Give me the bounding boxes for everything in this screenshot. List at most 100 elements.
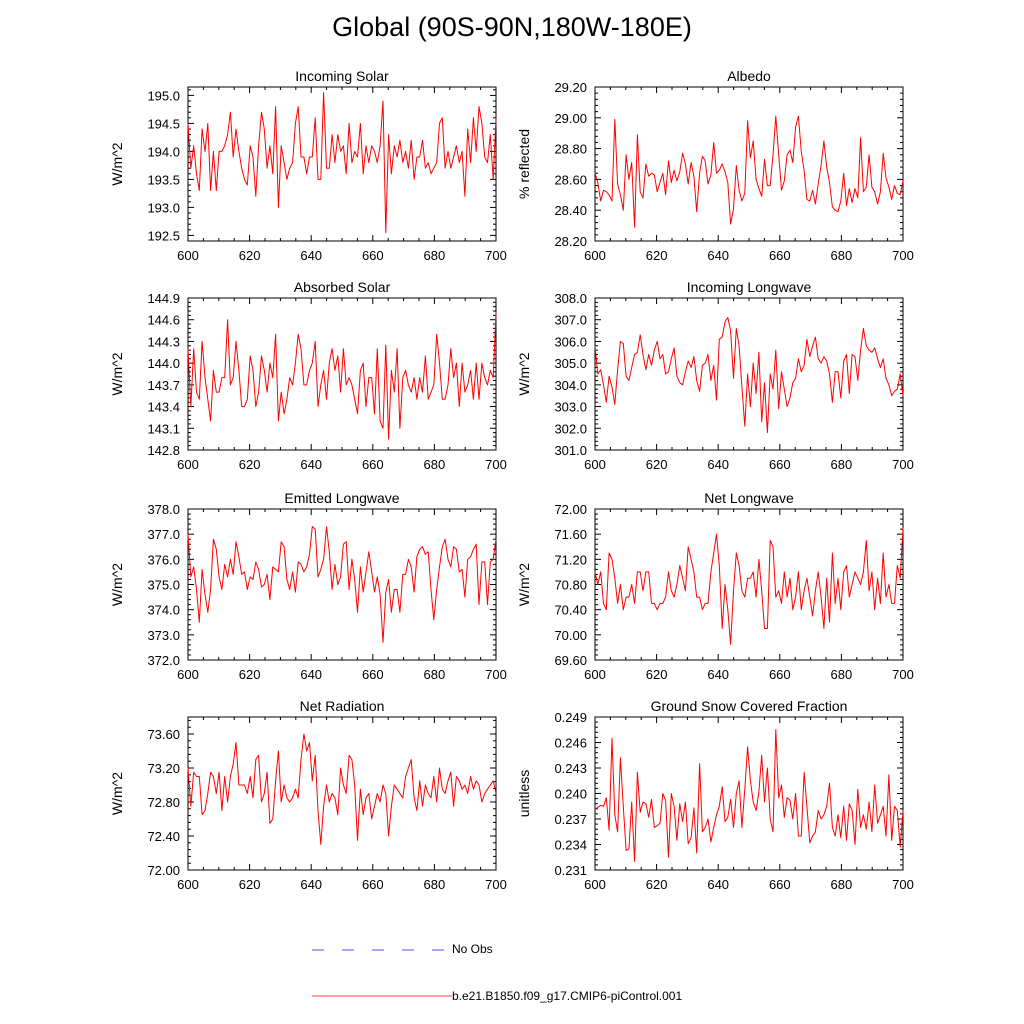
- y-axis-label: W/m^2: [109, 352, 125, 395]
- series-line: [594, 527, 904, 645]
- y-tick-label: 0.240: [554, 787, 587, 802]
- y-tick-label: 69.60: [554, 653, 587, 668]
- y-tick-label: 302.0: [554, 421, 587, 436]
- page-title: Global (90S-90N,180W-180E): [332, 12, 692, 42]
- x-tick-label: 660: [769, 667, 791, 682]
- y-axis-label: W/m^2: [109, 563, 125, 606]
- x-tick-label: 660: [769, 877, 791, 892]
- x-tick-label: 600: [177, 248, 199, 263]
- y-tick-label: 0.237: [554, 812, 587, 827]
- series-line: [594, 115, 904, 228]
- x-tick-label: 680: [424, 667, 446, 682]
- y-tick-label: 70.00: [554, 628, 587, 643]
- y-tick-label: 144.3: [147, 334, 180, 349]
- x-tick-label: 660: [362, 877, 384, 892]
- x-tick-label: 660: [362, 457, 384, 472]
- chart-panel-7: Ground Snow Covered Fraction unitless 600 6…: [516, 698, 914, 892]
- y-tick-label: 28.60: [554, 172, 587, 187]
- legend-obs-label: No Obs: [452, 942, 493, 956]
- series-line: [187, 526, 497, 643]
- y-tick-label: 72.80: [147, 795, 180, 810]
- y-tick-label: 372.0: [147, 653, 180, 668]
- x-tick-label: 620: [239, 667, 261, 682]
- series-line: [187, 92, 497, 234]
- y-tick-label: 378.0: [147, 502, 180, 517]
- y-tick-label: 70.80: [554, 578, 587, 593]
- y-tick-label: 373.0: [147, 628, 180, 643]
- y-tick-label: 71.60: [554, 527, 587, 542]
- x-tick-label: 640: [707, 877, 729, 892]
- y-tick-label: 144.6: [147, 313, 180, 328]
- y-tick-label: 0.246: [554, 736, 587, 751]
- y-tick-label: 0.249: [554, 710, 587, 725]
- x-tick-label: 700: [892, 877, 914, 892]
- y-tick-label: 375.0: [147, 578, 180, 593]
- x-tick-label: 700: [485, 877, 507, 892]
- x-tick-label: 620: [646, 248, 668, 263]
- chart-title: Net Radiation: [300, 698, 385, 714]
- x-tick-label: 660: [769, 248, 791, 263]
- y-tick-label: 192.5: [147, 228, 180, 243]
- plot-frame: [187, 508, 497, 661]
- y-tick-label: 376.0: [147, 552, 180, 567]
- y-tick-label: 143.7: [147, 378, 180, 393]
- chart-panel-3: Incoming Longwave W/m^2 600 620 640 660 680 700…: [516, 279, 914, 472]
- plot-frame: [594, 508, 904, 661]
- chart-panel-2: Absorbed Solar W/m^2 600 620 640 660 680 700 144…: [109, 279, 507, 472]
- chart-panel-5: Net Longwave W/m^2 600 620 640 660 680 700 72.00…: [516, 490, 914, 682]
- y-tick-label: 195.0: [147, 88, 180, 103]
- y-tick-label: 303.0: [554, 400, 587, 415]
- y-tick-label: 29.00: [554, 111, 587, 126]
- x-tick-label: 600: [584, 248, 606, 263]
- y-tick-label: 374.0: [147, 603, 180, 618]
- x-tick-label: 700: [892, 457, 914, 472]
- chart-title: Ground Snow Covered Fraction: [651, 698, 848, 714]
- y-tick-label: 28.40: [554, 203, 587, 218]
- series-line: [187, 733, 497, 845]
- y-tick-label: 193.5: [147, 172, 180, 187]
- chart-title: Net Longwave: [704, 490, 794, 506]
- x-tick-label: 640: [707, 457, 729, 472]
- chart-title: Emitted Longwave: [284, 490, 399, 506]
- x-tick-label: 600: [584, 457, 606, 472]
- x-tick-label: 600: [177, 667, 199, 682]
- x-tick-label: 680: [424, 457, 446, 472]
- y-tick-label: 29.20: [554, 80, 587, 95]
- x-tick-label: 620: [646, 457, 668, 472]
- x-tick-label: 700: [485, 457, 507, 472]
- y-tick-label: 0.231: [554, 863, 587, 878]
- x-tick-label: 620: [239, 457, 261, 472]
- x-tick-label: 620: [239, 877, 261, 892]
- y-tick-label: 70.40: [554, 603, 587, 618]
- chart-panel-6: Net Radiation W/m^2 600 620 640 660 680 700 73.6…: [109, 698, 507, 892]
- x-tick-label: 640: [300, 248, 322, 263]
- chart-title: Absorbed Solar: [294, 279, 391, 295]
- y-tick-label: 144.9: [147, 291, 180, 306]
- y-tick-label: 142.8: [147, 443, 180, 458]
- x-tick-label: 700: [485, 248, 507, 263]
- x-tick-label: 600: [177, 877, 199, 892]
- x-tick-label: 680: [831, 667, 853, 682]
- y-tick-label: 193.0: [147, 200, 180, 215]
- x-tick-label: 600: [177, 457, 199, 472]
- y-tick-label: 304.0: [554, 378, 587, 393]
- y-tick-label: 305.0: [554, 356, 587, 371]
- y-axis-label: W/m^2: [516, 563, 532, 606]
- y-tick-label: 73.60: [147, 727, 180, 742]
- x-tick-label: 620: [646, 877, 668, 892]
- y-tick-label: 72.00: [147, 863, 180, 878]
- x-tick-label: 640: [300, 667, 322, 682]
- y-tick-label: 143.1: [147, 421, 180, 436]
- x-tick-label: 620: [646, 667, 668, 682]
- y-axis-label: % reflected: [516, 129, 532, 199]
- x-tick-label: 660: [362, 667, 384, 682]
- x-tick-label: 660: [769, 457, 791, 472]
- x-tick-label: 600: [584, 667, 606, 682]
- y-tick-label: 73.20: [147, 761, 180, 776]
- y-tick-label: 71.20: [554, 552, 587, 567]
- x-tick-label: 680: [424, 877, 446, 892]
- x-tick-label: 680: [831, 877, 853, 892]
- plot-frame: [187, 716, 497, 871]
- y-axis-label: unitless: [516, 770, 532, 817]
